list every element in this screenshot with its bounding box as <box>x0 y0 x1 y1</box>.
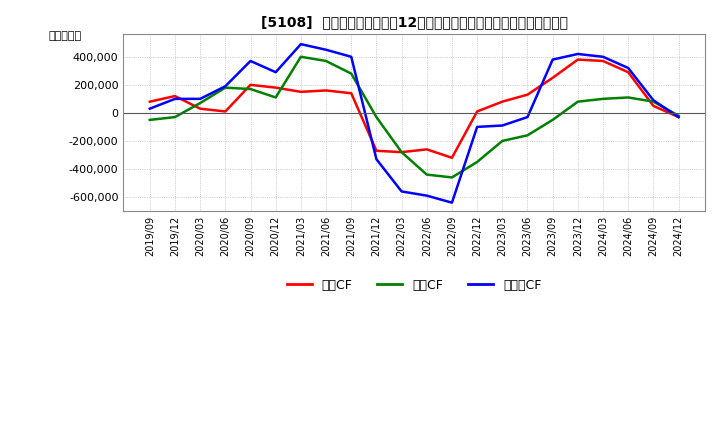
営業CF <box>372 148 381 154</box>
フリーCF <box>624 66 633 71</box>
フリーCF <box>221 84 230 89</box>
投資CF <box>549 117 557 122</box>
投資CF <box>523 133 532 138</box>
フリーCF <box>347 54 356 59</box>
投資CF <box>347 71 356 76</box>
営業CF <box>473 109 482 114</box>
Legend: 営業CF, 投資CF, フリーCF: 営業CF, 投資CF, フリーCF <box>282 274 546 297</box>
投資CF <box>599 96 608 102</box>
営業CF <box>397 150 406 155</box>
フリーCF <box>322 47 330 52</box>
投資CF <box>498 138 507 143</box>
投資CF <box>649 99 657 104</box>
投資CF <box>624 95 633 100</box>
フリーCF <box>498 123 507 128</box>
営業CF <box>649 103 657 109</box>
フリーCF <box>397 189 406 194</box>
投資CF <box>145 117 154 122</box>
投資CF <box>196 100 204 106</box>
営業CF <box>448 155 456 161</box>
営業CF <box>271 85 280 90</box>
営業CF <box>322 88 330 93</box>
営業CF <box>574 57 582 62</box>
投資CF <box>322 59 330 64</box>
フリーCF <box>649 98 657 103</box>
フリーCF <box>196 96 204 102</box>
フリーCF <box>674 114 683 120</box>
Line: 営業CF: 営業CF <box>150 59 678 158</box>
Y-axis label: （百万円）: （百万円） <box>49 31 82 41</box>
フリーCF <box>171 96 179 102</box>
営業CF <box>624 70 633 75</box>
営業CF <box>423 147 431 152</box>
投資CF <box>423 172 431 177</box>
営業CF <box>523 92 532 97</box>
営業CF <box>599 59 608 64</box>
営業CF <box>347 91 356 96</box>
投資CF <box>297 54 305 59</box>
Line: 投資CF: 投資CF <box>150 57 678 177</box>
営業CF <box>221 109 230 114</box>
営業CF <box>171 93 179 99</box>
投資CF <box>246 86 255 92</box>
投資CF <box>397 150 406 155</box>
投資CF <box>221 85 230 90</box>
営業CF <box>196 106 204 111</box>
投資CF <box>171 114 179 120</box>
投資CF <box>448 175 456 180</box>
フリーCF <box>145 106 154 111</box>
営業CF <box>145 99 154 104</box>
Title: [5108]  キャッシュフローの12か月移動合計の対前年同期増減額の推移: [5108] キャッシュフローの12か月移動合計の対前年同期増減額の推移 <box>261 15 567 29</box>
フリーCF <box>599 54 608 59</box>
営業CF <box>246 82 255 88</box>
投資CF <box>372 114 381 120</box>
フリーCF <box>372 157 381 162</box>
フリーCF <box>549 57 557 62</box>
営業CF <box>498 99 507 104</box>
フリーCF <box>297 41 305 47</box>
フリーCF <box>271 70 280 75</box>
フリーCF <box>523 114 532 120</box>
投資CF <box>574 99 582 104</box>
営業CF <box>297 89 305 95</box>
営業CF <box>674 114 683 120</box>
フリーCF <box>246 59 255 64</box>
投資CF <box>473 159 482 165</box>
Line: フリーCF: フリーCF <box>150 44 678 203</box>
フリーCF <box>423 193 431 198</box>
フリーCF <box>574 51 582 57</box>
フリーCF <box>473 124 482 129</box>
フリーCF <box>448 200 456 205</box>
営業CF <box>549 75 557 81</box>
投資CF <box>271 95 280 100</box>
投資CF <box>674 113 683 118</box>
